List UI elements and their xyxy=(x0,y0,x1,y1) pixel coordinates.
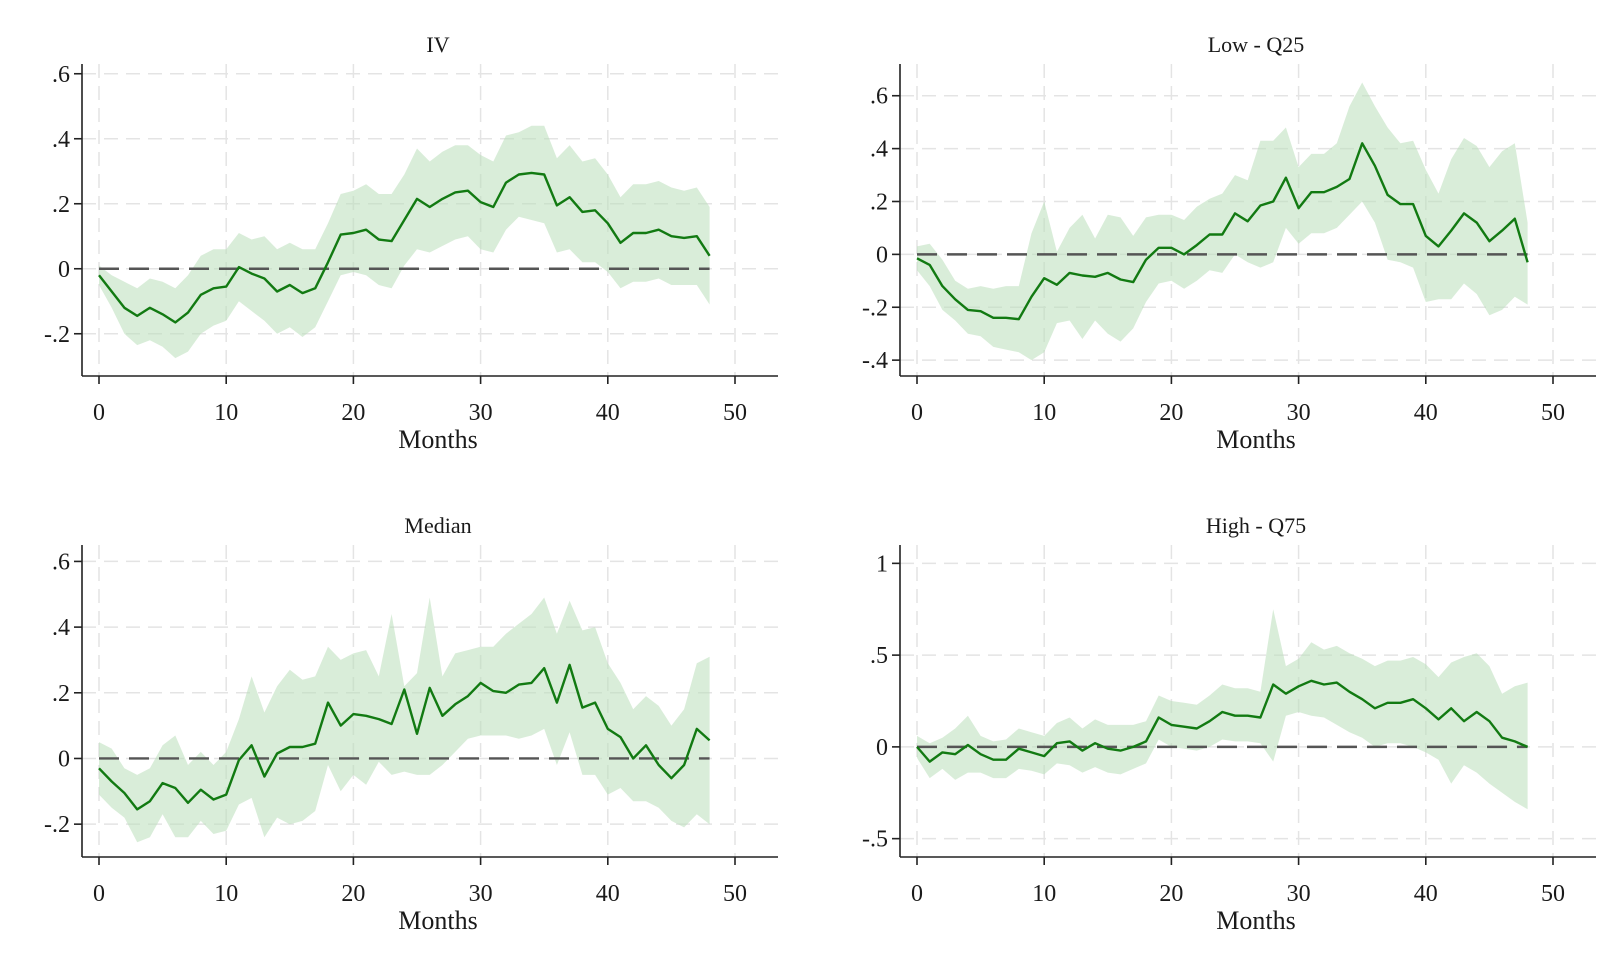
x-axis-title: Months xyxy=(398,425,477,454)
x-tick-label: 50 xyxy=(723,881,747,907)
chart-panel-2: -.4 -.2 0 .2 .4 .6 0 10 20 30 40 50 Low - Q25 Months xyxy=(862,32,1596,454)
x-tick-label: 40 xyxy=(1414,400,1438,426)
y-tick-label: 1 xyxy=(876,551,888,577)
panel-title: High - Q75 xyxy=(1206,513,1306,538)
y-tick-label: .4 xyxy=(870,137,888,163)
x-tick-label: 50 xyxy=(1541,400,1565,426)
x-tick-label: 40 xyxy=(596,400,620,426)
y-tick-label: 0 xyxy=(876,242,888,268)
x-tick-label: 0 xyxy=(93,400,105,426)
y-tick-label: .6 xyxy=(52,549,70,575)
estimate-line xyxy=(916,679,1529,763)
x-tick-label: 0 xyxy=(911,400,923,426)
estimate-line xyxy=(98,663,711,811)
y-tick-label: .5 xyxy=(870,643,888,669)
y-tick-label: .6 xyxy=(52,62,70,88)
x-tick-label: 30 xyxy=(1287,400,1311,426)
x-axis-title: Months xyxy=(1216,906,1295,935)
x-tick-label: 20 xyxy=(1159,881,1183,907)
y-tick-label: .2 xyxy=(52,681,70,707)
y-tick-label: 0 xyxy=(876,735,888,761)
x-tick-label: 10 xyxy=(1032,881,1056,907)
x-tick-label: 0 xyxy=(93,881,105,907)
x-tick-label: 20 xyxy=(341,881,365,907)
y-tick-label: -.2 xyxy=(44,322,70,348)
x-tick-label: 20 xyxy=(1159,400,1183,426)
x-axis-title: Months xyxy=(398,906,477,935)
y-tick-label: 0 xyxy=(58,257,70,283)
x-tick-label: 10 xyxy=(214,881,238,907)
y-tick-label: .2 xyxy=(870,189,888,215)
y-tick-label: .4 xyxy=(52,127,70,153)
x-tick-label: 30 xyxy=(1287,881,1311,907)
confidence-band xyxy=(99,125,710,359)
y-tick-label: -.4 xyxy=(862,348,888,374)
y-tick-label: 0 xyxy=(58,746,70,772)
y-tick-label: .2 xyxy=(52,192,70,218)
confidence-band xyxy=(917,609,1528,810)
x-tick-label: 0 xyxy=(911,881,923,907)
x-tick-label: 10 xyxy=(214,400,238,426)
y-tick-label: .4 xyxy=(52,615,70,641)
x-tick-label: 10 xyxy=(1032,400,1056,426)
y-tick-label: -.2 xyxy=(44,812,70,838)
panel-title: IV xyxy=(426,32,449,57)
x-tick-label: 50 xyxy=(1541,881,1565,907)
confidence-band xyxy=(99,597,710,843)
x-tick-label: 20 xyxy=(341,400,365,426)
y-tick-label: -.5 xyxy=(862,827,888,853)
chart-panel-3: -.2 0 .2 .4 .6 0 10 20 30 40 50 Median Months xyxy=(44,513,778,935)
x-tick-label: 30 xyxy=(469,400,493,426)
panel-title: Low - Q25 xyxy=(1208,32,1305,57)
x-tick-label: 30 xyxy=(469,881,493,907)
estimate-line xyxy=(916,142,1529,321)
x-tick-label: 40 xyxy=(1414,881,1438,907)
panel-title: Median xyxy=(404,513,471,538)
x-tick-label: 40 xyxy=(596,881,620,907)
y-tick-label: -.2 xyxy=(862,295,888,321)
chart-panel-1: -.2 0 .2 .4 .6 0 10 20 30 40 50 IV Months xyxy=(44,32,778,454)
estimate-line xyxy=(98,171,711,324)
x-axis-title: Months xyxy=(1216,425,1295,454)
confidence-band xyxy=(917,82,1528,361)
x-tick-label: 50 xyxy=(723,400,747,426)
y-tick-label: .6 xyxy=(870,84,888,110)
